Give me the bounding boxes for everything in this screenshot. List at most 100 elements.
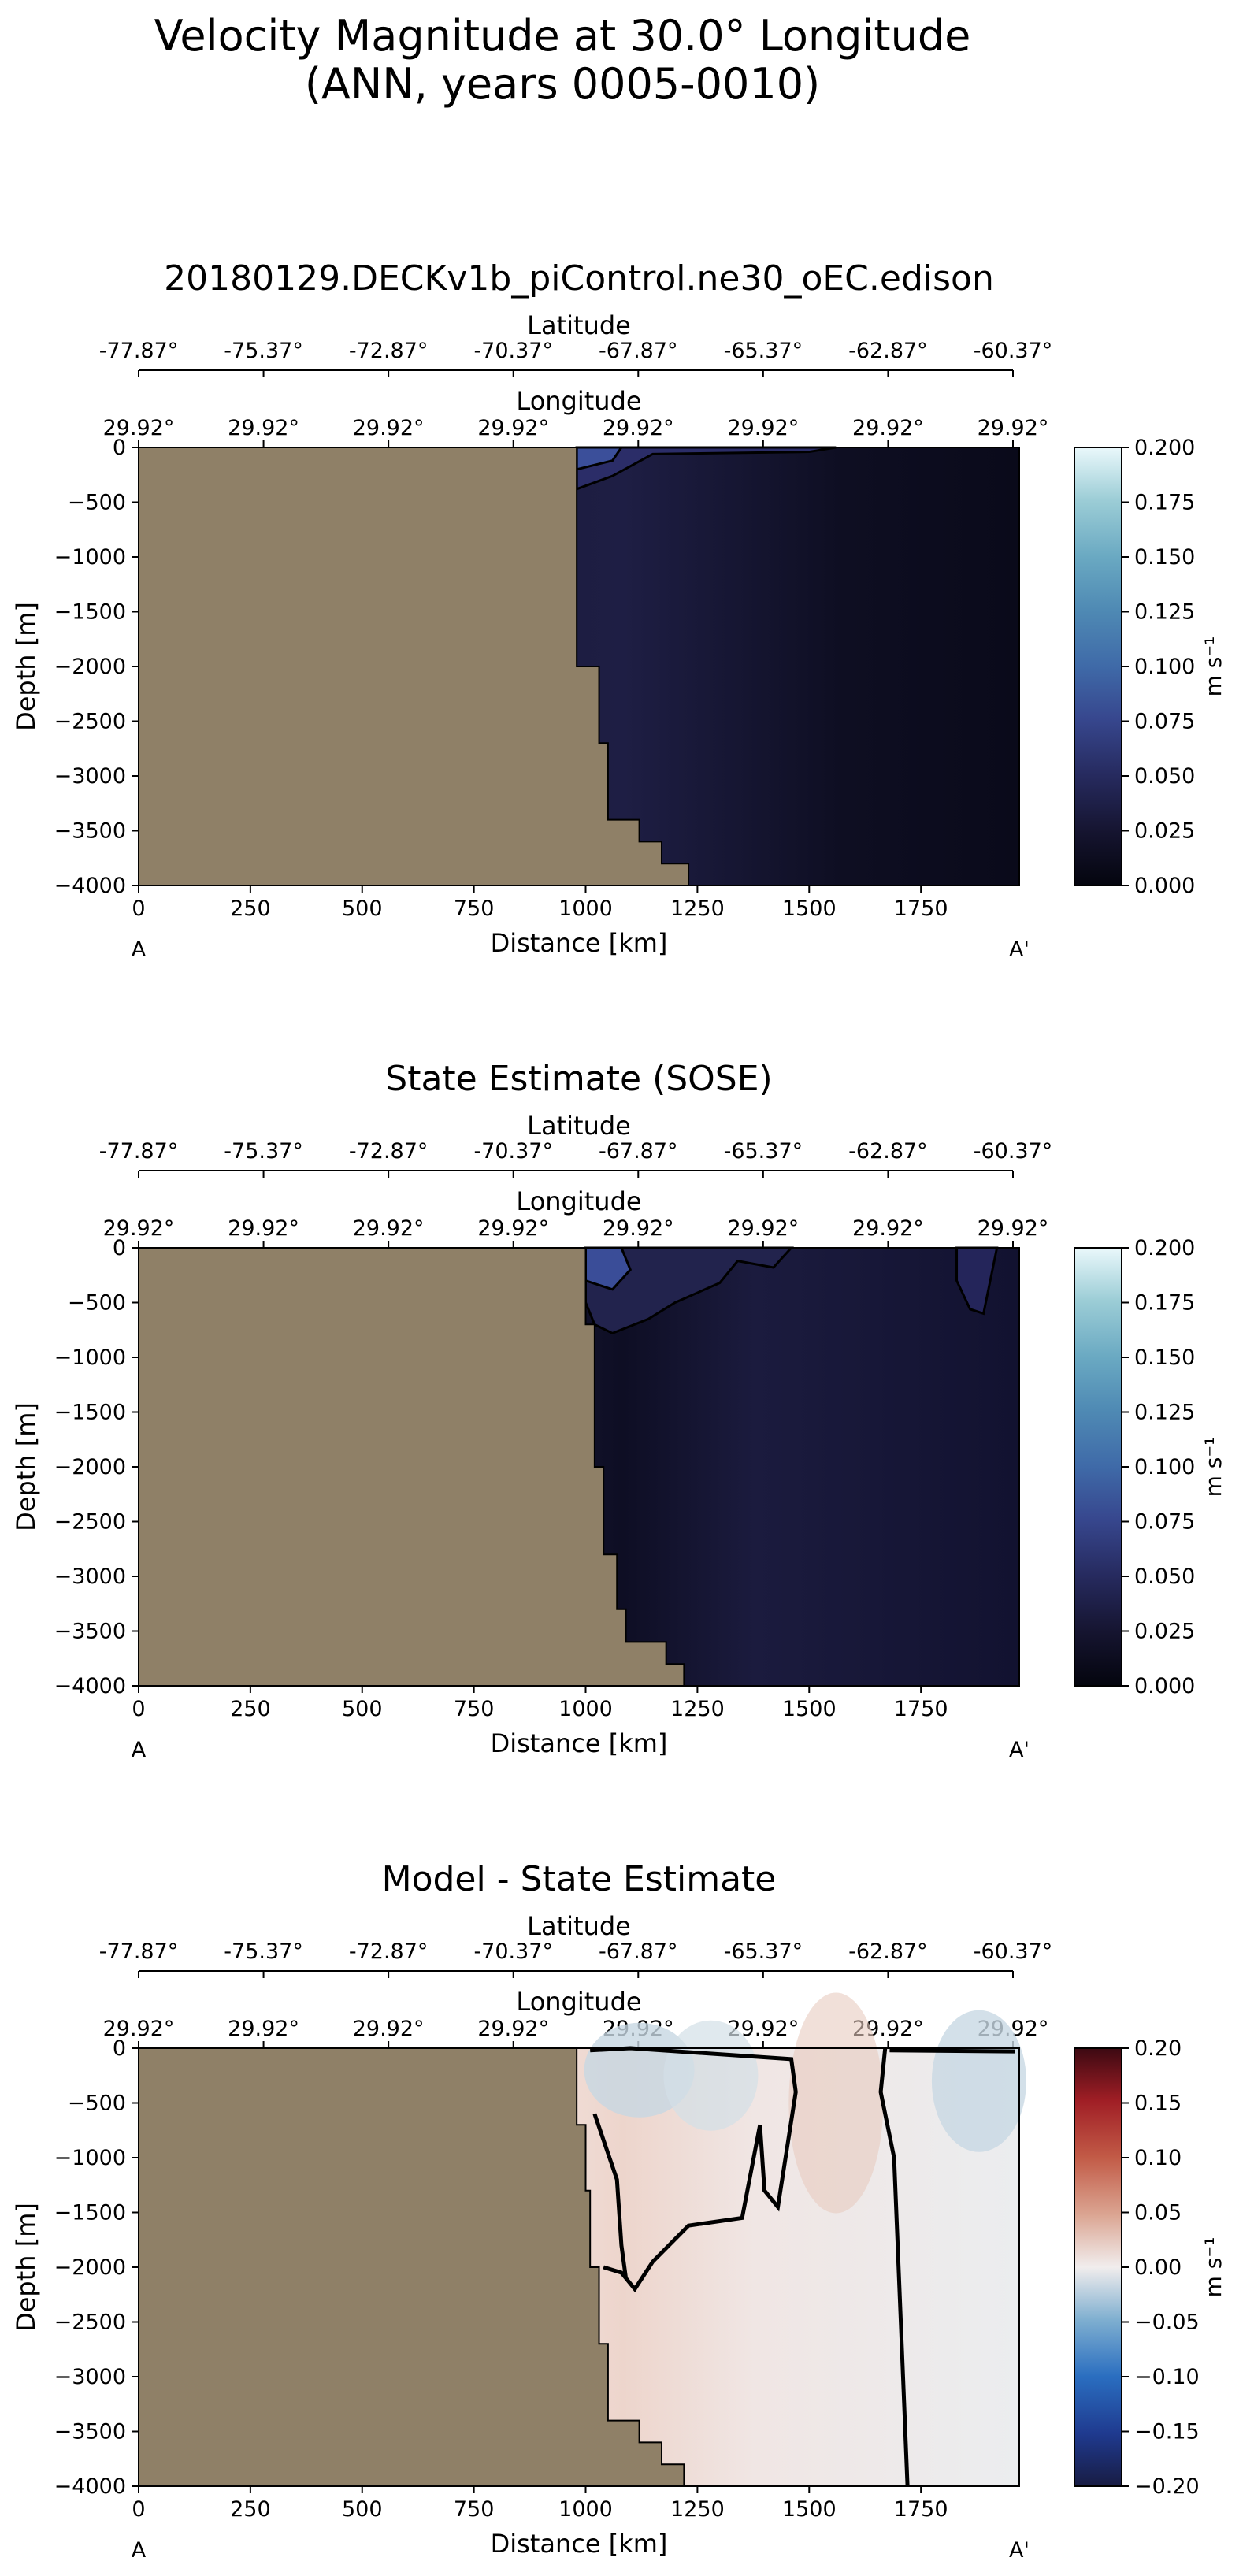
colorbar-tick-label: −0.15 [1134, 2420, 1200, 2444]
x-tick-label: 1250 [670, 896, 725, 921]
latitude-tick-label: -60.37° [974, 1939, 1053, 1964]
y-axis-label: Depth [m] [11, 2203, 41, 2332]
zero-contour [592, 2113, 629, 2279]
y-tick-label: −500 [68, 1291, 126, 1316]
panel-sose: State Estimate (SOSE) Latitude -77.87° -75.… [11, 1059, 1226, 1762]
longitude-tick-label: 29.92° [103, 2017, 175, 2041]
colorbar-tick-label: 0.175 [1134, 1291, 1195, 1316]
y-tick-label: 0 [113, 2036, 126, 2061]
latitude-tick-label: -65.37° [724, 339, 803, 363]
land-mask [138, 447, 690, 886]
latitude-tick-label: -75.37° [224, 1939, 303, 1964]
x-tick-label: 1500 [782, 2497, 837, 2522]
colorbar-tick-label: 0.000 [1134, 874, 1195, 898]
y-tick-label: −4000 [54, 874, 126, 898]
colorbar-tick-label: −0.10 [1134, 2365, 1200, 2389]
longitude-tick-label: 29.92° [477, 1216, 549, 1241]
colorbar-tick-label: 0.200 [1134, 1236, 1195, 1260]
y-tick-label: −2000 [54, 1455, 126, 1479]
latitude-tick-label: -60.37° [974, 339, 1053, 363]
colorbar-tick-label: 0.125 [1134, 1401, 1195, 1425]
y-tick-label: −2500 [54, 1510, 126, 1535]
longitude-tick-label: 29.92° [852, 416, 924, 440]
figure-title-line1: Velocity Magnitude at 30.0° Longitude [154, 11, 971, 61]
y-tick-label: −2500 [54, 710, 126, 734]
negative-anomaly [931, 2010, 1026, 2152]
longitude-axis-label: Longitude [516, 1186, 641, 1216]
colorbar-tick-label: 0.025 [1134, 1620, 1195, 1644]
colorbar-label: m s⁻¹ [1200, 637, 1226, 697]
latitude-tick-label: -72.87° [349, 1939, 429, 1964]
x-tick-label: 250 [230, 2497, 271, 2522]
latitude-tick-label: -70.37° [473, 1939, 553, 1964]
longitude-tick-label: 29.92° [353, 416, 425, 440]
latitude-tick-label: -62.87° [848, 1939, 928, 1964]
y-tick-label: −1000 [54, 545, 126, 570]
x-tick-label: 1250 [670, 2497, 725, 2522]
y-axis-label: Depth [m] [11, 602, 41, 731]
x-tick-label: 1750 [894, 2497, 948, 2522]
latitude-axis-label: Latitude [527, 1911, 631, 1941]
longitude-tick-label: 29.92° [103, 416, 175, 440]
negative-anomaly [663, 2020, 759, 2131]
x-tick-label: 250 [230, 896, 271, 921]
longitude-tick-label: 29.92° [978, 1216, 1049, 1241]
longitude-tick-label: 29.92° [477, 416, 549, 440]
colorbar-tick-label: −0.20 [1134, 2474, 1200, 2499]
latitude-tick-label: -62.87° [848, 1139, 928, 1164]
y-tick-label: −1500 [54, 2201, 126, 2225]
x-axis-label: Distance [km] [491, 928, 668, 958]
latitude-tick-label: -67.87° [599, 339, 678, 363]
longitude-tick-label: 29.92° [727, 1216, 799, 1241]
latitude-tick-label: -67.87° [599, 1139, 678, 1164]
y-tick-label: −3000 [54, 1565, 126, 1589]
x-tick-label: 1250 [670, 1697, 725, 1721]
colorbar-label: m s⁻¹ [1200, 2237, 1226, 2298]
latitude-tick-label: -75.37° [224, 1139, 303, 1164]
y-tick-label: −3500 [54, 819, 126, 844]
x-tick-label: 0 [132, 1697, 145, 1721]
section-start-label: A [132, 937, 147, 962]
section-start-label: A [132, 1738, 147, 1762]
x-tick-label: 250 [230, 1697, 271, 1721]
contour-0.025 [584, 1246, 794, 1335]
longitude-tick-label: 29.92° [228, 1216, 299, 1241]
latitude-tick-label: -75.37° [224, 339, 303, 363]
latitude-tick-label: -72.87° [349, 1139, 429, 1164]
x-tick-label: 1000 [558, 896, 613, 921]
colorbar-tick-label: 0.025 [1134, 819, 1195, 844]
y-tick-label: −3000 [54, 2365, 126, 2389]
panel-title: State Estimate (SOSE) [385, 1059, 772, 1099]
colorbar-tick-label: 0.15 [1134, 2092, 1182, 2116]
colorbar-tick-label: 0.05 [1134, 2201, 1182, 2225]
x-axis-label: Distance [km] [491, 1728, 668, 1758]
y-tick-label: −500 [68, 491, 126, 515]
longitude-tick-label: 29.92° [353, 2017, 425, 2041]
x-tick-label: 1750 [894, 1697, 948, 1721]
latitude-tick-label: -77.87° [99, 1939, 179, 1964]
y-tick-label: −4000 [54, 2474, 126, 2499]
latitude-tick-label: -77.87° [99, 1139, 179, 1164]
longitude-tick-label: 29.92° [978, 416, 1049, 440]
latitude-tick-label: -62.87° [848, 339, 928, 363]
latitude-tick-label: -70.37° [473, 1139, 553, 1164]
latitude-axis-label: Latitude [527, 310, 631, 340]
panel-difference: Model - State Estimate Latitude -77.87° -75… [11, 1859, 1226, 2563]
longitude-tick-label: 29.92° [228, 416, 299, 440]
y-tick-label: −1500 [54, 1401, 126, 1425]
longitude-tick-label: 29.92° [353, 1216, 425, 1241]
panel-model: 20180129.DECKv1b_piControl.ne30_oEC.edis… [11, 258, 1226, 962]
x-tick-label: 0 [132, 896, 145, 921]
latitude-tick-label: -65.37° [724, 1939, 803, 1964]
y-tick-label: −3500 [54, 1620, 126, 1644]
figure-title-line2: (ANN, years 0005-0010) [305, 59, 820, 109]
latitude-tick-label: -65.37° [724, 1139, 803, 1164]
positive-anomaly [788, 1992, 884, 2214]
y-tick-label: −500 [68, 2092, 126, 2116]
colorbar-tick-label: 0.050 [1134, 764, 1195, 789]
x-axis-label: Distance [km] [491, 2529, 668, 2559]
y-tick-label: −2000 [54, 2255, 126, 2280]
colorbar-tick-label: 0.20 [1134, 2036, 1182, 2061]
x-tick-label: 1000 [558, 2497, 613, 2522]
y-tick-label: 0 [113, 436, 126, 460]
